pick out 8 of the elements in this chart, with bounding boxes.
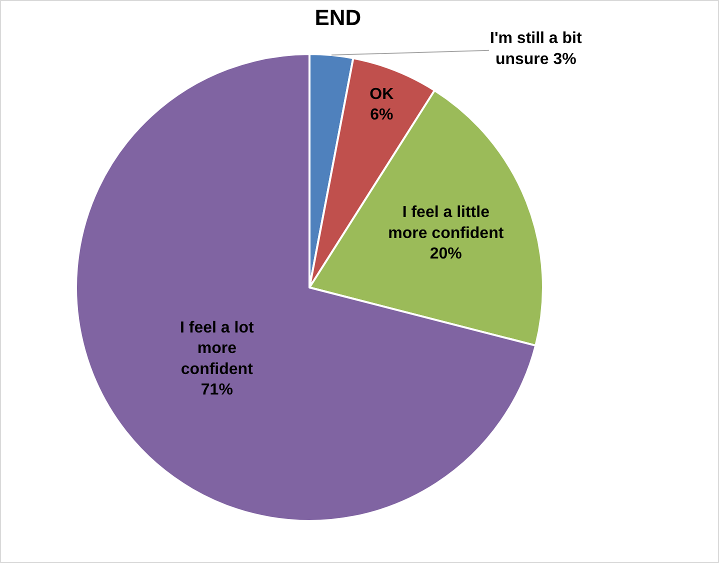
- data-label: 20%: [430, 246, 462, 263]
- data-label: 71%: [200, 382, 233, 399]
- chart-title: END: [314, 4, 362, 30]
- slice-label: I feel a little more confident: [388, 204, 504, 242]
- slice-label: I feel a lot more confident: [180, 319, 254, 378]
- slice-label: I'm still a bit unsure 3%: [490, 30, 582, 68]
- data-label: 6%: [370, 106, 394, 124]
- slice-label: OK: [370, 86, 394, 103]
